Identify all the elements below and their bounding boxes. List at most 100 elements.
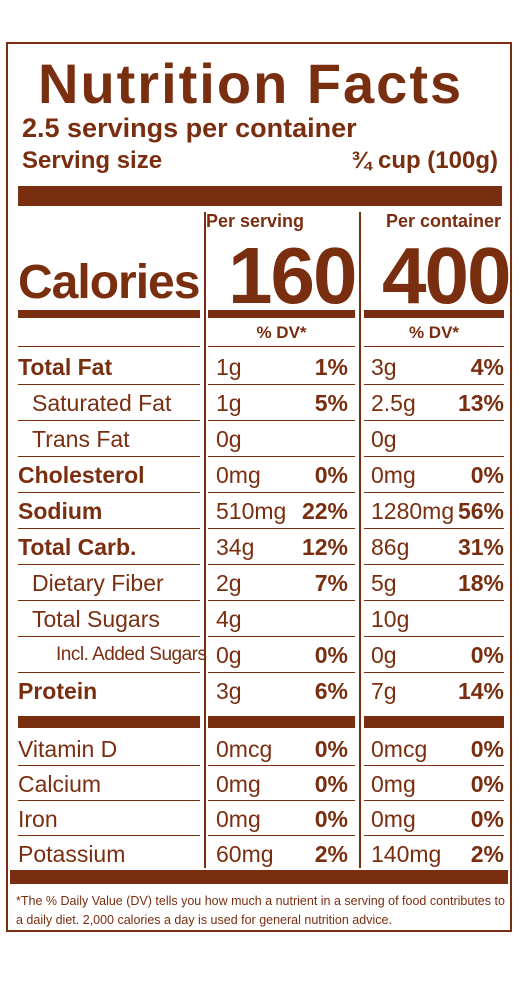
container-amount: 0mg: [371, 771, 416, 797]
nutrient-label: Dietary Fiber: [32, 570, 164, 596]
row-rule: [18, 835, 200, 836]
serving-amount: 3g: [216, 678, 242, 704]
row-rule: [208, 456, 355, 457]
thick-divider-bottom: [10, 870, 508, 884]
nutrition-facts-label: Nutrition Facts 2.5 servings per contain…: [6, 42, 512, 932]
nutrient-label: Total Carb.: [18, 534, 137, 560]
row-rule: [364, 492, 504, 493]
per-serving-heading: Per serving: [206, 211, 305, 231]
serving-amount: 60mg: [216, 841, 274, 867]
nutrient-label: Trans Fat: [32, 426, 130, 452]
container-amount: 1280mg: [371, 498, 455, 524]
row-rule: [364, 672, 504, 673]
thick-divider-top: [18, 186, 502, 206]
serving-percent-dv: 22%: [301, 498, 348, 524]
serving-amount: 1g: [216, 390, 242, 416]
row-rule: [18, 672, 200, 673]
calories-bar-label: [18, 310, 200, 318]
serving-percent-dv: 2%: [314, 841, 348, 867]
container-percent-dv: 4%: [470, 354, 504, 380]
row-rule: [364, 384, 504, 385]
serving-size-label: Serving size: [22, 147, 163, 174]
row-rule: [364, 835, 504, 836]
row-rule: [208, 600, 355, 601]
row-rule: [208, 672, 355, 673]
serving-amount: 0g: [216, 642, 242, 668]
container-amount: 0g: [371, 426, 397, 452]
nutrient-label: Sodium: [18, 498, 103, 524]
serving-amount: 2g: [216, 570, 242, 596]
footnote: *The % Daily Value (DV) tells you how mu…: [16, 894, 505, 927]
row-rule: [364, 564, 504, 565]
nutrient-label: Cholesterol: [18, 462, 145, 488]
row-rule: [18, 492, 200, 493]
container-percent-dv: 0%: [470, 462, 504, 488]
calories-per-serving: 160: [228, 231, 357, 320]
container-amount: 0mg: [371, 462, 416, 488]
container-percent-dv: 0%: [470, 771, 504, 797]
nutrient-label: Total Sugars: [32, 606, 160, 632]
serving-amount: 0mg: [216, 462, 261, 488]
serving-amount: 0mg: [216, 806, 261, 832]
container-percent-dv: 0%: [470, 642, 504, 668]
row-rule: [364, 528, 504, 529]
row-rule: [18, 420, 200, 421]
calories-per-container: 400: [382, 231, 511, 320]
container-amount: 0g: [371, 642, 397, 668]
container-amount: 140mg: [371, 841, 442, 867]
row-rule: [364, 346, 504, 347]
column-divider-left: [204, 212, 206, 868]
serving-amount: 0mg: [216, 771, 261, 797]
serving-amount: 510mg: [216, 498, 287, 524]
row-rule: [364, 456, 504, 457]
row-rule: [208, 384, 355, 385]
row-rule: [208, 528, 355, 529]
row-rule: [364, 636, 504, 637]
row-rule: [364, 800, 504, 801]
row-rule: [208, 765, 355, 766]
row-rule: [18, 456, 200, 457]
vitamin-label: Iron: [18, 806, 58, 832]
serving-percent-dv: 1%: [314, 354, 348, 380]
serving-percent-dv: 0%: [314, 642, 348, 668]
nutrient-label: Total Fat: [18, 354, 113, 380]
serving-percent-dv: 5%: [314, 390, 348, 416]
row-rule: [18, 384, 200, 385]
vitamin-label: Potassium: [18, 841, 126, 867]
container-amount: 5g: [371, 570, 397, 596]
container-amount: 0mg: [371, 806, 416, 832]
row-rule: [208, 564, 355, 565]
nutrient-label: Protein: [18, 678, 98, 704]
row-rule: [18, 346, 200, 347]
nutrient-label: Saturated Fat: [32, 390, 172, 416]
container-percent-dv: 0%: [470, 806, 504, 832]
serving-percent-dv: 0%: [314, 806, 348, 832]
calories-bar-container: [364, 310, 504, 318]
row-rule: [208, 800, 355, 801]
serving-percent-dv: 0%: [314, 736, 348, 762]
row-rule: [364, 420, 504, 421]
row-rule: [208, 492, 355, 493]
container-amount: 3g: [371, 354, 397, 380]
row-rule: [18, 528, 200, 529]
row-rule: [18, 564, 200, 565]
container-amount: 2.5g: [371, 390, 416, 416]
container-percent-dv: 13%: [457, 390, 504, 416]
row-rule: [18, 765, 200, 766]
thick-divider-vitamins-label: [18, 716, 200, 728]
serving-amount: 34g: [216, 534, 255, 560]
thick-divider-vitamins-container: [364, 716, 504, 728]
row-rule: [208, 346, 355, 347]
vitamin-label: Calcium: [18, 771, 102, 797]
serving-percent-dv: 0%: [314, 771, 348, 797]
container-percent-dv: 14%: [457, 678, 504, 704]
serving-amount: 0g: [216, 426, 242, 452]
row-rule: [208, 636, 355, 637]
calories-label: Calories: [18, 256, 200, 309]
label-title: Nutrition Facts: [38, 52, 464, 115]
container-percent-dv: 2%: [470, 841, 504, 867]
container-amount: 86g: [371, 534, 410, 560]
thick-divider-vitamins-serving: [208, 716, 355, 728]
calories-bar-serving: [208, 310, 355, 318]
column-divider-right: [359, 212, 361, 868]
